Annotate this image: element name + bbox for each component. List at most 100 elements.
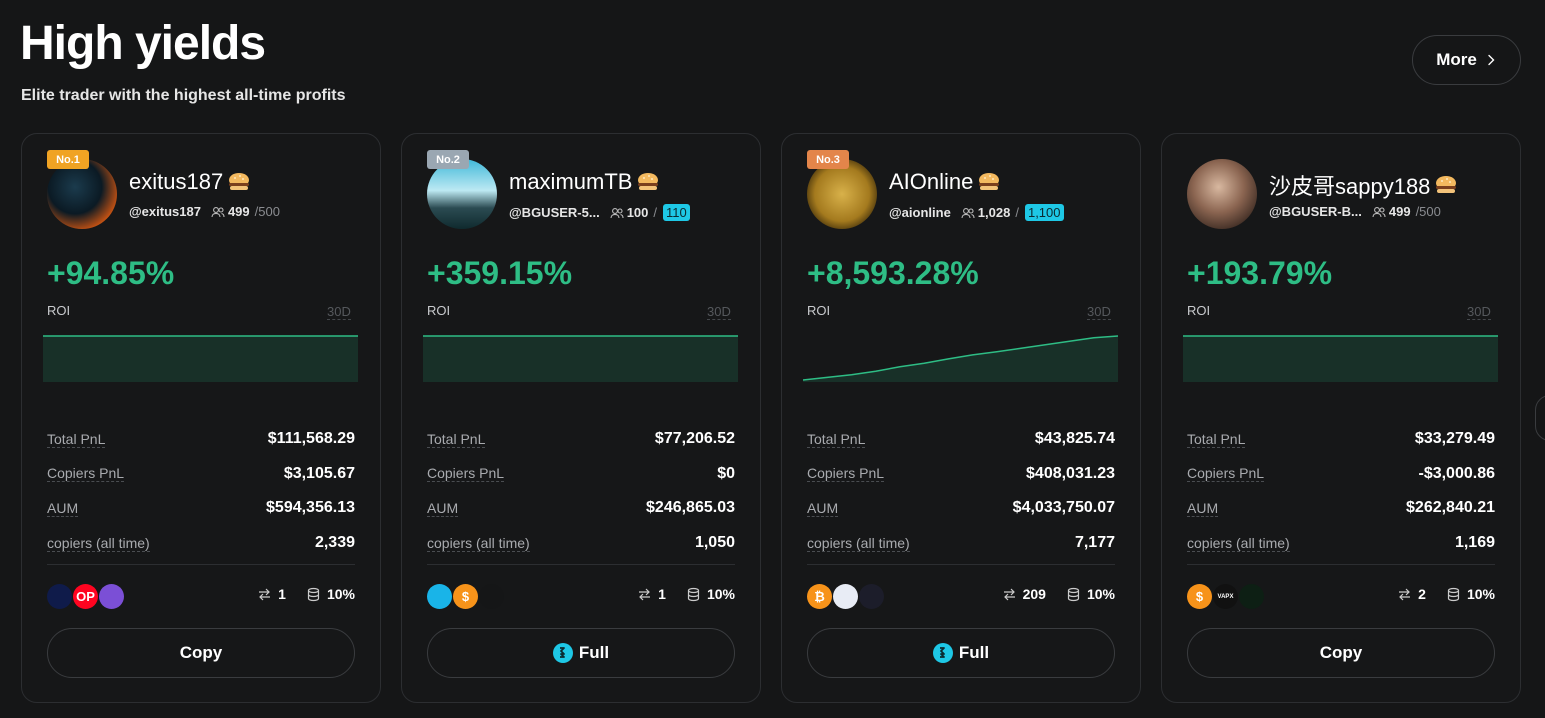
stat-label[interactable]: copiers (all time) bbox=[1187, 534, 1290, 552]
stat-label[interactable]: Total PnL bbox=[47, 430, 106, 448]
stat-label[interactable]: Total PnL bbox=[807, 430, 866, 448]
period-label[interactable]: 30D bbox=[1087, 304, 1111, 320]
near-icon bbox=[47, 584, 72, 609]
stat-label[interactable]: AUM bbox=[427, 499, 459, 517]
divider bbox=[47, 564, 355, 565]
ethereum-icon bbox=[833, 584, 858, 609]
full-button[interactable]: Full bbox=[427, 628, 735, 678]
stats-list: Total PnL $33,279.49 Copiers PnL -$3,000.86… bbox=[1187, 422, 1495, 560]
stat-label[interactable]: copiers (all time) bbox=[807, 534, 910, 552]
handle-row: @BGUSER-5... 100 /110 bbox=[509, 204, 690, 221]
period-label[interactable]: 30D bbox=[707, 304, 731, 320]
profit-share: 10% bbox=[706, 586, 735, 602]
period-label[interactable]: 30D bbox=[1467, 304, 1491, 320]
swap-arrows-icon bbox=[259, 588, 271, 600]
roi-area bbox=[1183, 336, 1498, 382]
stat-value: $246,865.03 bbox=[646, 499, 735, 517]
avatar[interactable] bbox=[1187, 159, 1257, 229]
roi-label: ROI bbox=[427, 303, 451, 318]
trader-card-1[interactable]: No.1 exitus187 @exitus187 499 /500 +94.8… bbox=[21, 133, 381, 703]
stat-label[interactable]: Copiers PnL bbox=[807, 465, 885, 483]
database-icon bbox=[1067, 587, 1080, 601]
stat-value: $262,840.21 bbox=[1406, 499, 1495, 517]
stat-value: $111,568.29 bbox=[267, 430, 355, 448]
trades-count: 2 bbox=[1418, 586, 1426, 602]
coin-list: $ bbox=[427, 584, 504, 609]
stat-value: $408,031.23 bbox=[1026, 464, 1115, 482]
stat-label[interactable]: copiers (all time) bbox=[427, 534, 530, 552]
carousel-next-button[interactable] bbox=[1535, 395, 1545, 441]
stats-list: Total PnL $77,206.52 Copiers PnL $0 AUM $246,… bbox=[427, 422, 735, 560]
divider bbox=[427, 564, 735, 565]
roi-value: +8,593.28% bbox=[807, 255, 979, 291]
swap-arrows-icon bbox=[1003, 588, 1015, 600]
stat-value: $3,105.67 bbox=[283, 464, 355, 482]
stat-row: copiers (all time) 2,339 bbox=[47, 526, 355, 561]
stat-label[interactable]: Copiers PnL bbox=[47, 465, 125, 483]
trader-handle: @exitus187 bbox=[129, 204, 201, 219]
stat-value: $33,279.49 bbox=[1414, 430, 1495, 448]
stat-value: $77,206.52 bbox=[654, 430, 735, 448]
period-label[interactable]: 30D bbox=[327, 304, 351, 320]
trader-card-3[interactable]: No.3 AIOnline @aionline 1,028 /1,100 +8,… bbox=[781, 133, 1141, 703]
stat-row: copiers (all time) 7,177 bbox=[807, 526, 1115, 561]
divider bbox=[807, 564, 1115, 565]
stat-label[interactable]: Copiers PnL bbox=[427, 465, 505, 483]
avatar[interactable] bbox=[47, 159, 117, 229]
trader-card-2[interactable]: No.2 maximumTB @BGUSER-5... 100 /110 +35… bbox=[401, 133, 761, 703]
polkadot-icon bbox=[859, 584, 884, 609]
stats-list: Total PnL $43,825.74 Copiers PnL $408,031.2… bbox=[807, 422, 1115, 560]
handle-row: @aionline 1,028 /1,100 bbox=[889, 204, 1064, 221]
copiers-max: 110 bbox=[663, 204, 690, 221]
trader-card-4[interactable]: 沙皮哥sappy188 @BGUSER-B... 499 /500 +193.7… bbox=[1161, 133, 1521, 703]
copiers-count: 100 /110 bbox=[610, 204, 690, 221]
roi-value: +359.15% bbox=[427, 255, 573, 291]
avatar[interactable] bbox=[427, 159, 497, 229]
stat-value: $4,033,750.07 bbox=[1012, 499, 1115, 517]
stat-value: $594,356.13 bbox=[266, 499, 355, 517]
trader-name-row[interactable]: exitus187 bbox=[129, 169, 251, 195]
stat-label[interactable]: AUM bbox=[47, 499, 79, 517]
copy-button-label: Full bbox=[578, 643, 610, 662]
trader-handle: @aionline bbox=[889, 205, 951, 220]
stat-label[interactable]: AUM bbox=[1187, 499, 1219, 517]
avatar[interactable] bbox=[807, 159, 877, 229]
stat-row: copiers (all time) 1,050 bbox=[427, 526, 735, 561]
users-icon bbox=[1372, 206, 1386, 217]
burger-badge-icon bbox=[638, 173, 659, 190]
polygon-icon bbox=[99, 584, 124, 609]
stat-label[interactable]: Total PnL bbox=[427, 430, 486, 448]
copiers-current: 100 bbox=[626, 205, 649, 220]
copiers-current: 499 bbox=[1388, 204, 1411, 219]
copy-button-label: Copy bbox=[1319, 643, 1363, 662]
stats-list: Total PnL $111,568.29 Copiers PnL $3,105.67… bbox=[47, 422, 355, 560]
trader-name-row[interactable]: AIOnline bbox=[889, 169, 1001, 195]
stat-label[interactable]: AUM bbox=[807, 499, 839, 517]
roi-area bbox=[423, 336, 738, 382]
roi-chart bbox=[803, 335, 1118, 382]
trader-name-row[interactable]: 沙皮哥sappy188 bbox=[1269, 169, 1458, 201]
copiers-current: 499 bbox=[227, 204, 250, 219]
trade-meta: 209 10% bbox=[1002, 586, 1115, 602]
trader-name-row[interactable]: maximumTB bbox=[509, 169, 660, 195]
users-icon bbox=[211, 206, 225, 217]
copy-button[interactable]: Copy bbox=[47, 628, 355, 678]
more-button-label: More bbox=[1436, 50, 1477, 69]
trades-count: 1 bbox=[658, 586, 666, 602]
trades-count: 209 bbox=[1022, 586, 1046, 602]
roi-value: +193.79% bbox=[1187, 255, 1333, 291]
trader-name: AIOnline bbox=[889, 169, 974, 194]
more-button[interactable]: More bbox=[1412, 35, 1521, 85]
bar-token-icon bbox=[479, 584, 504, 609]
swap-arrows-icon bbox=[1399, 588, 1411, 600]
stat-label[interactable]: Total PnL bbox=[1187, 430, 1246, 448]
stat-row: Total PnL $43,825.74 bbox=[807, 422, 1115, 457]
swap-arrows-icon bbox=[639, 588, 651, 600]
copy-button[interactable]: Copy bbox=[1187, 628, 1495, 678]
usd-coin-icon: $ bbox=[1187, 584, 1212, 609]
stat-label[interactable]: copiers (all time) bbox=[47, 534, 150, 552]
full-button[interactable]: Full bbox=[807, 628, 1115, 678]
stat-label[interactable]: Copiers PnL bbox=[1187, 465, 1265, 483]
roi-line bbox=[803, 335, 1118, 381]
stat-value: 2,339 bbox=[314, 534, 355, 552]
